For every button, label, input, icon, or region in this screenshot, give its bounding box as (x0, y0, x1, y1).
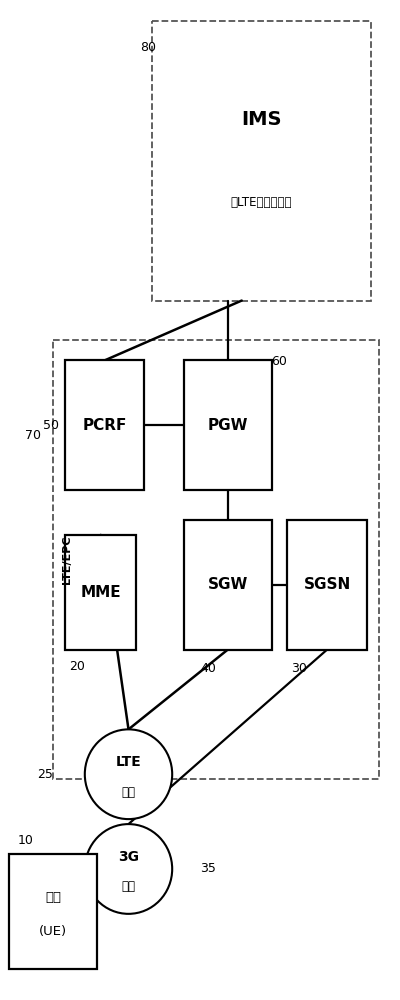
Text: 30: 30 (291, 662, 307, 675)
Text: IMS: IMS (241, 110, 282, 129)
Bar (287, 520, 367, 650)
Bar (9, 854, 97, 969)
Text: 节点: 节点 (122, 786, 136, 799)
Text: 35: 35 (200, 862, 216, 875)
Text: 20: 20 (69, 660, 85, 673)
Ellipse shape (85, 729, 172, 819)
Bar (152, 21, 371, 301)
Ellipse shape (85, 824, 172, 914)
Text: PCRF: PCRF (82, 418, 127, 433)
Text: 50: 50 (43, 419, 59, 432)
Text: 3G: 3G (118, 850, 139, 864)
Bar (53, 340, 379, 779)
Text: MME: MME (80, 585, 121, 600)
Text: PGW: PGW (208, 418, 248, 433)
Text: 40: 40 (200, 662, 216, 675)
Text: 70: 70 (25, 429, 41, 442)
Text: 10: 10 (17, 834, 33, 847)
Bar (184, 520, 272, 650)
Text: SGSN: SGSN (304, 577, 351, 592)
Bar (184, 360, 272, 490)
Text: SGW: SGW (208, 577, 248, 592)
Text: LTE/EPC: LTE/EPC (62, 536, 72, 584)
Text: 终端: 终端 (45, 891, 61, 904)
Text: 60: 60 (272, 355, 287, 368)
Text: LTE: LTE (116, 755, 141, 769)
Text: (UE): (UE) (39, 925, 67, 938)
Text: 80: 80 (140, 41, 156, 54)
Text: 25: 25 (37, 768, 53, 781)
Bar (65, 535, 136, 650)
Bar (65, 360, 144, 490)
Text: （LTE上的语音）: （LTE上的语音） (231, 196, 292, 209)
Text: 节点: 节点 (122, 880, 136, 893)
